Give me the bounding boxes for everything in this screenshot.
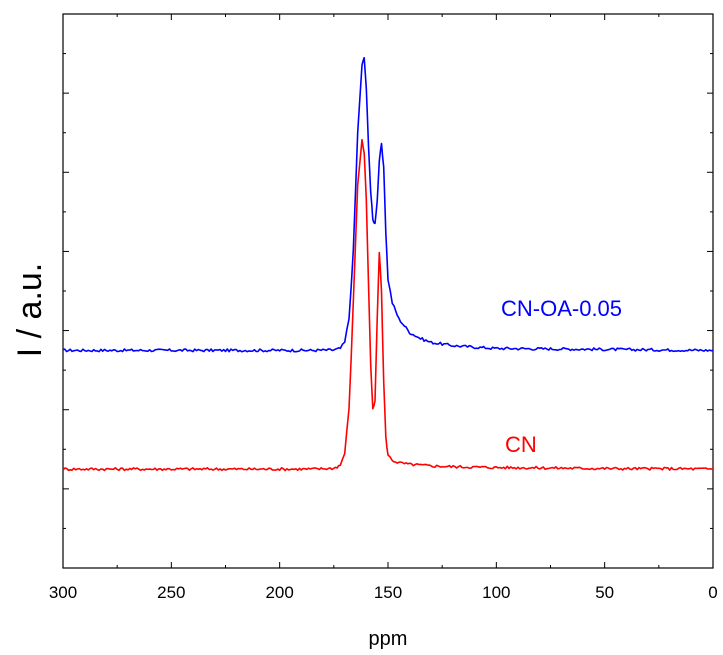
series-lines — [62, 56, 714, 472]
series-line-cn-oa — [62, 56, 714, 353]
x-tick-label: 200 — [265, 583, 293, 602]
x-tick-label: 250 — [157, 583, 185, 602]
plot-frame — [62, 13, 714, 569]
series-line-cn — [62, 138, 714, 472]
x-tick-label: 50 — [595, 583, 614, 602]
y-axis-ticks — [63, 13, 713, 569]
series-label-cn: CN — [505, 432, 537, 457]
x-tick-label: 300 — [49, 583, 77, 602]
x-axis-title: ppm — [369, 628, 408, 650]
x-axis-ticks: 300 250 200 150 100 50 0 — [49, 14, 718, 602]
x-tick-label: 150 — [374, 583, 402, 602]
x-tick-label: 100 — [482, 583, 510, 602]
x-tick-label: 0 — [708, 583, 717, 602]
y-axis-title: I / a.u. — [11, 263, 49, 358]
series-label-cn-oa: CN-OA-0.05 — [501, 296, 622, 321]
